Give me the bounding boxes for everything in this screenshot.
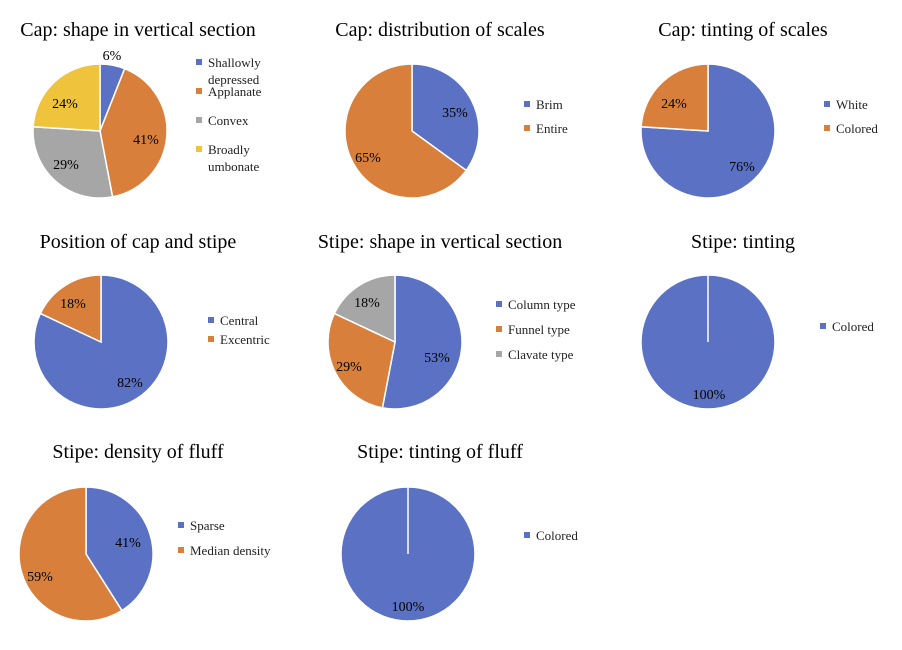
data-label: 18% [60,297,86,312]
data-label: 24% [661,97,687,112]
pie-slice-applanate [99,67,168,198]
legend-swatch [196,59,202,65]
legend-label: Convex [208,113,249,128]
legend: White Colored [824,97,878,136]
legend-label: White [836,97,868,112]
legend-label: Entire [536,121,568,136]
data-label: 82% [117,376,143,391]
data-label: 18% [354,296,380,311]
legend-swatch [208,317,214,323]
legend-label: Applanate [208,84,262,99]
legend: Colored [524,528,578,543]
chart-title: Stipe: shape in vertical section [318,231,562,253]
legend-swatch [524,101,530,107]
data-label: 24% [52,97,78,112]
legend-label: Colored [536,528,578,543]
chart-title: Cap: shape in vertical section [20,19,255,41]
legend-label: Brim [536,97,563,112]
legend-swatch [824,101,830,107]
legend-swatch [496,326,502,332]
chart-title: Stipe: tinting [691,231,795,253]
pie-slice-excentric [39,274,102,344]
pie-slice-brim [411,63,480,172]
legend-label: Excentric [220,332,270,347]
pie-slice-column-type [381,274,463,410]
legend: Sparse Median density [178,518,271,558]
data-label: 29% [336,360,362,375]
pie-chart-stipe-shape-in-vertical-section: Stipe: shape in vertical section 53% 29% 18… [318,231,576,410]
pie-chart-stipe-density-of-fluff: Stipe: density of fluff 41% 59% Sparse Media… [18,441,271,622]
pie-slice-convex [32,125,114,199]
data-label: 59% [27,570,53,585]
legend: Central Excentric [208,313,270,347]
legend-swatch [196,117,202,123]
pie-slice-clavate-type [333,274,396,344]
pie-slice-colored [640,63,709,132]
legend-swatch [208,336,214,342]
data-label: 100% [392,600,425,615]
legend-swatch [496,351,502,357]
legend-swatch [524,532,530,538]
data-label: 53% [424,351,450,366]
legend-swatch [824,125,830,131]
legend-swatch [196,146,202,152]
legend-label: Median density [190,543,271,558]
pie-slice-broadly-umbonate [32,63,101,132]
legend-label: Shallowly [208,55,261,70]
pie-slice-entire [344,63,468,199]
legend: Colored [820,319,874,334]
legend-label: Colored [832,319,874,334]
legend-swatch [178,522,184,528]
legend-label: umbonate [208,159,259,174]
legend-swatch [496,301,502,307]
chart-title: Cap: tinting of scales [658,19,828,41]
data-label: 6% [103,49,122,64]
chart-title: Stipe: tinting of fluff [357,441,523,463]
legend-swatch [820,323,826,329]
legend-label: Column type [508,297,576,312]
pie-chart-cap-distribution-of-scales: Cap: distribution of scales 35% 65% Brim Ent… [335,19,568,199]
data-label: 35% [442,106,468,121]
legend-label: Clavate type [508,347,574,362]
pie-chart-cap-tinting-of-scales: Cap: tinting of scales 76% 24% White Colored [640,19,878,199]
data-label: 65% [355,151,381,166]
data-label: 41% [115,536,141,551]
legend-swatch [178,547,184,553]
legend: Column type Funnel type Clavate type [496,297,576,362]
legend-swatch [524,125,530,131]
pie-chart-position-of-cap-and-stipe: Position of cap and stipe 82% 18% Central Ex… [33,231,270,410]
data-label: 100% [693,388,726,403]
legend: Brim Entire [524,97,568,136]
legend-label: Sparse [190,518,225,533]
pie-chart-cap-shape-in-vertical-section: Cap: shape in vertical section 6% 41% 29% 24… [20,19,262,199]
chart-title: Cap: distribution of scales [335,19,545,41]
legend-label: depressed [208,72,260,87]
pie-slice-white [640,63,776,199]
legend-label: Broadly [208,142,250,157]
legend-label: Colored [836,121,878,136]
pie-slice-funnel-type [327,312,396,409]
pie-chart-stipe-tinting: Stipe: tinting 100% Colored [640,231,874,410]
data-label: 29% [53,158,79,173]
chart-title: Position of cap and stipe [40,231,237,253]
legend-label: Central [220,313,259,328]
data-label: 76% [729,160,755,175]
data-label: 41% [133,133,159,148]
legend-swatch [196,88,202,94]
chart-title: Stipe: density of fluff [52,441,224,463]
legend-label: Funnel type [508,322,570,337]
pie-slice-median-density [18,486,123,622]
pie-chart-stipe-tinting-of-fluff: Stipe: tinting of fluff 100% Colored [340,441,578,622]
